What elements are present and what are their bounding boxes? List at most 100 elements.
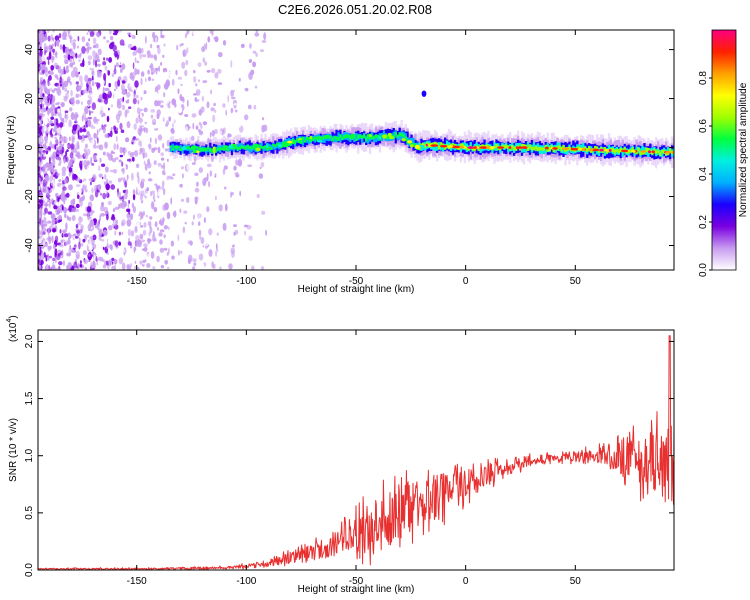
heatmap-speckle [44, 117, 48, 126]
heatmap-ridge-cell [378, 133, 382, 139]
heatmap-speckle [163, 234, 166, 239]
heatmap-peak [278, 144, 282, 148]
heatmap-speckle [168, 247, 170, 255]
heatmap-speckle [73, 66, 78, 73]
heatmap-speckle [57, 88, 62, 96]
heatmap-ridge-cell [588, 146, 591, 150]
heatmap-speckle [256, 101, 261, 109]
heatmap-ridge-cell [347, 134, 350, 138]
heatmap-peak [521, 146, 528, 149]
heatmap-ridge-cell [507, 145, 510, 149]
heatmap-speckle [204, 241, 209, 247]
heatmap-speckle [231, 40, 235, 45]
heatmap-speckle [90, 126, 96, 129]
heatmap-ridge-cell [578, 146, 581, 150]
heatmap-peak [378, 136, 382, 140]
heatmap-ridge-cell [282, 141, 285, 145]
heatmap-speckle [56, 127, 61, 134]
heatmap-speckle [45, 264, 49, 270]
heatmap-speckle [64, 136, 68, 144]
heatmap-speckle [98, 234, 102, 241]
heatmap-speckle [163, 195, 169, 202]
heatmap-speckle [59, 135, 64, 143]
heatmap-ridge-cell [580, 144, 583, 158]
heatmap-speckle [38, 185, 41, 191]
heatmap-ridge-cell [335, 136, 338, 141]
heatmap-ridge-cell [353, 135, 356, 143]
heatmap-speckle [200, 123, 203, 130]
heatmap-speckle [63, 56, 69, 64]
heatmap-speckle [86, 166, 89, 172]
heatmap-speckle [215, 243, 218, 251]
heatmap-speckle [68, 66, 72, 71]
heatmap-ridge-cell [211, 149, 214, 153]
heatmap-speckle [99, 115, 102, 122]
heatmap-speckle [82, 140, 86, 146]
heatmap-speckle [66, 215, 69, 220]
heatmap-speckle [62, 118, 65, 124]
heatmap-speckle [106, 57, 109, 61]
heatmap-ridge-cell [209, 142, 212, 153]
heatmap-speckle [56, 172, 60, 176]
heatmap-speckle [255, 118, 258, 124]
heatmap-speckle [89, 210, 95, 214]
heatmap-speckle [110, 154, 113, 161]
heatmap-speckle [194, 196, 198, 205]
heatmap-peak [366, 136, 373, 140]
heatmap-ridge-cell [242, 146, 245, 149]
heatmap-speckle [75, 184, 81, 187]
heatmap-speckle [160, 34, 165, 39]
heatmap-speckle [210, 184, 214, 188]
heatmap-ridge-cell [424, 144, 427, 148]
heatmap-ridge-cell [436, 142, 439, 146]
heatmap-ridge-cell [313, 136, 316, 140]
heatmap-speckle [154, 67, 160, 71]
heatmap-peak [508, 146, 512, 149]
heatmap-ridge-cell [538, 147, 541, 151]
heatmap-speckle [63, 260, 65, 267]
heatmap-ridge-cell [548, 146, 551, 151]
heatmap-speckle [196, 181, 199, 187]
heatmap-speckle [99, 188, 104, 194]
heatmap-speckle [168, 175, 173, 179]
heatmap-speckle [166, 139, 170, 147]
heatmap-speckle [107, 153, 112, 157]
heatmap-speckle [87, 80, 92, 85]
heatmap-speckle [46, 89, 51, 95]
heatmap-speckle [44, 148, 49, 152]
heatmap-speckle [141, 264, 145, 267]
heatmap-speckle [70, 112, 75, 120]
heatmap-speckle [49, 70, 54, 76]
heatmap-ridge-cell [595, 148, 599, 155]
heatmap-speckle [143, 243, 148, 248]
heatmap-speckle [89, 194, 95, 202]
heatmap-speckle [86, 148, 91, 155]
heatmap-speckle [140, 77, 143, 86]
heatmap-speckle [158, 266, 161, 270]
heatmap-ridge-cell [511, 145, 514, 149]
heatmap-speckle [150, 261, 155, 264]
heatmap-speckle [154, 194, 157, 201]
heatmap-speckle [187, 254, 193, 263]
heatmap-speckle [138, 111, 141, 118]
heatmap-speckle [184, 126, 189, 132]
heatmap-speckle [165, 46, 170, 49]
heatmap-peak [552, 147, 558, 150]
heatmap-speckle [80, 164, 83, 171]
heatmap-speckle [67, 53, 71, 61]
heatmap-speckle [199, 92, 202, 98]
heatmap-speckle [50, 179, 55, 187]
heatmap-ridge-cell [501, 144, 504, 148]
heatmap-speckle [200, 106, 205, 113]
heatmap-speckle [94, 148, 98, 151]
heatmap-speckle [155, 165, 159, 174]
heatmap-speckle [56, 53, 61, 58]
heatmap-speckle [231, 202, 234, 207]
heatmap-speckle [51, 112, 55, 117]
heatmap-ridge-cell [434, 141, 437, 146]
heatmap-speckle [82, 112, 86, 120]
heatmap-speckle [70, 98, 76, 106]
heatmap-speckle [47, 60, 50, 65]
heatmap-speckle [52, 257, 56, 262]
heatmap-speckle [71, 137, 75, 144]
